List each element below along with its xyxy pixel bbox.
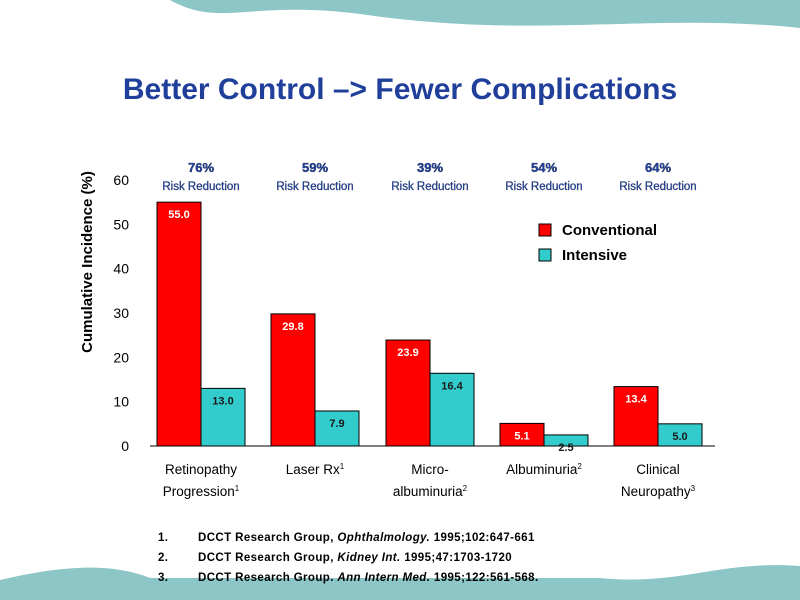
bar-value-label: 16.4 (441, 380, 463, 392)
bar-intensive (543, 434, 589, 447)
bar-value-label: 5.1 (514, 430, 529, 442)
bar-value-label: 13.0 (212, 395, 233, 407)
y-tick-label: 30 (113, 305, 129, 321)
reference-number: 3. (158, 572, 169, 584)
risk-reduction-text: Risk Reduction (391, 181, 468, 193)
slide-title: Better Control –> Fewer Complications (122, 73, 678, 106)
bar-value-label: 55.0 (168, 209, 189, 221)
reference-number: 1. (158, 532, 169, 544)
reference-citation: 1995;47:1703-1720 (404, 552, 513, 564)
legend-label-conventional: Conventional (562, 222, 657, 239)
y-tick-label: 10 (113, 394, 129, 410)
reference-journal: Ann Intern Med. (337, 572, 431, 584)
y-axis-title: Cumulative Incidence (%) (79, 171, 96, 353)
bar-value-label: 29.8 (282, 321, 303, 333)
category-label: Micro- (411, 462, 449, 477)
bar-conventional (613, 386, 659, 447)
bar-intensive (314, 410, 360, 447)
category-label: Retinopathy (165, 462, 237, 477)
bar-conventional (270, 313, 316, 447)
reference-item: 1. DCCT Research Group, Ophthalmology. 19… (150, 528, 539, 548)
reference-citation: 1995;102:647-661 (433, 532, 535, 544)
y-tick-label: 20 (113, 349, 129, 365)
reference-number: 2. (158, 552, 169, 564)
bar-conventional (156, 201, 202, 447)
category-label-line2: Neuropathy3 (621, 484, 696, 499)
y-tick-label: 0 (121, 438, 129, 454)
y-tick-label: 60 (113, 172, 129, 188)
references: 1. DCCT Research Group, Ophthalmology. 19… (150, 528, 539, 588)
category-label-line2: albuminuria2 (393, 484, 468, 499)
risk-reduction-percent: 39% (417, 160, 443, 175)
bar-value-label: 13.4 (625, 394, 647, 406)
risk-reduction-percent: 54% (531, 160, 557, 175)
risk-reduction-percent: 76% (188, 160, 214, 175)
legend-swatch-intensive (538, 248, 552, 262)
risk-reduction-text: Risk Reduction (505, 181, 582, 193)
bar-value-label: 7.9 (329, 418, 344, 430)
bar-intensive (657, 423, 703, 447)
legend-swatch-conventional (538, 223, 552, 237)
bottom-wave-decoration (0, 565, 800, 600)
risk-reduction-percent: 59% (302, 160, 328, 175)
reference-item: 3. DCCT Research Group. Ann Intern Med. 1… (150, 568, 539, 588)
reference-item: 2. DCCT Research Group, Kidney Int. 1995;… (150, 548, 539, 568)
bar-intensive (429, 372, 475, 447)
bar-value-label: 2.5 (558, 442, 573, 454)
category-label: Laser Rx1 (286, 462, 345, 477)
risk-reduction-text: Risk Reduction (162, 181, 239, 193)
bar-value-label: 5.0 (672, 431, 687, 443)
legend-label-intensive: Intensive (562, 247, 627, 264)
top-wave-decoration (0, 0, 800, 28)
y-tick-label: 50 (113, 216, 129, 232)
risk-reduction-percent: 64% (645, 160, 671, 175)
y-tick-label: 40 (113, 261, 129, 277)
bar-conventional (385, 339, 431, 447)
category-label-line2: Progression1 (163, 484, 240, 499)
reference-authors: DCCT Research Group. (198, 572, 334, 584)
category-label: Albuminuria2 (506, 462, 582, 477)
category-label: Clinical (636, 462, 680, 477)
reference-journal: Kidney Int. (337, 552, 401, 564)
reference-authors: DCCT Research Group, (198, 532, 334, 544)
bar-intensive (200, 387, 246, 447)
reference-citation: 1995;122:561-568. (433, 572, 539, 584)
bar-value-label: 23.9 (397, 347, 418, 359)
risk-reduction-text: Risk Reduction (276, 181, 353, 193)
reference-authors: DCCT Research Group, (198, 552, 334, 564)
risk-reduction-text: Risk Reduction (619, 181, 696, 193)
reference-journal: Ophthalmology. (337, 532, 431, 544)
